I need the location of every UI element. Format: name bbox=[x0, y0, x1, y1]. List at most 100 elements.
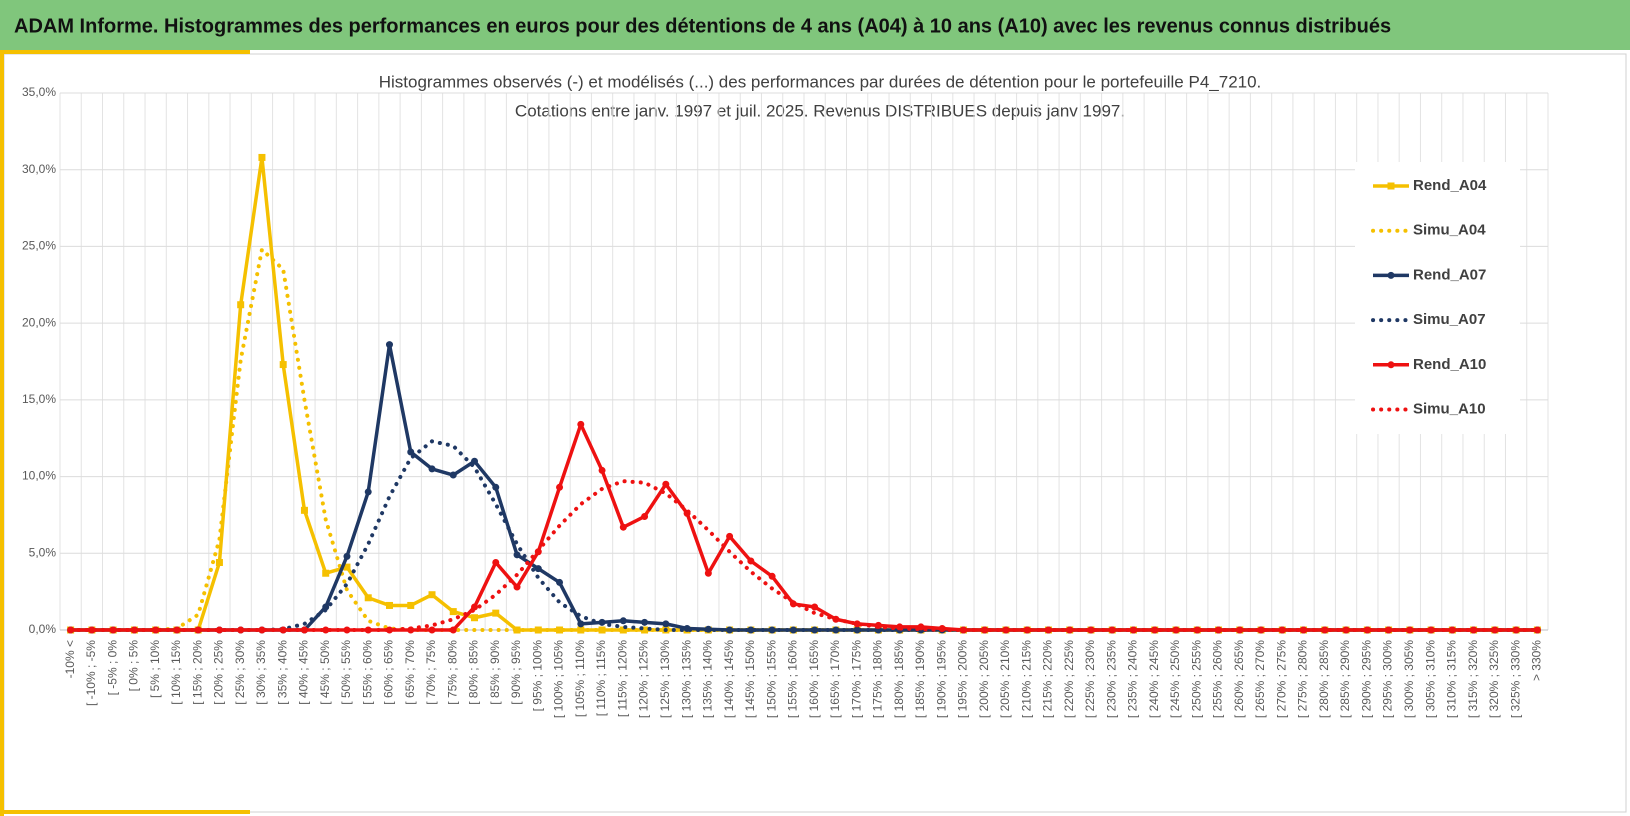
point bbox=[662, 620, 670, 628]
y-tick-label: 15,0% bbox=[22, 392, 56, 406]
point bbox=[1427, 626, 1435, 634]
legend-marker bbox=[1387, 182, 1395, 190]
point bbox=[747, 557, 755, 565]
legend-label: Rend_A04 bbox=[1413, 177, 1487, 194]
point bbox=[428, 465, 436, 473]
point bbox=[385, 341, 393, 349]
point bbox=[492, 558, 500, 566]
x-tick-label: [ 70% ; 75% bbox=[424, 640, 438, 705]
point bbox=[385, 601, 393, 609]
point bbox=[577, 620, 585, 628]
point bbox=[662, 480, 670, 488]
point bbox=[768, 572, 776, 580]
x-tick-label: [ 15% ; 20% bbox=[190, 640, 204, 705]
point bbox=[1193, 626, 1201, 634]
point bbox=[641, 618, 649, 626]
point bbox=[556, 483, 564, 491]
x-tick-label: [ 325% ; 330% bbox=[1508, 640, 1522, 718]
point bbox=[1363, 626, 1371, 634]
point bbox=[237, 301, 245, 309]
x-tick-label: [ 20% ; 25% bbox=[212, 640, 226, 705]
point bbox=[449, 626, 457, 634]
x-tick-label: [ 0% ; 5% bbox=[127, 640, 141, 692]
series-line bbox=[68, 479, 1540, 632]
legend-label: Simu_A07 bbox=[1413, 311, 1486, 328]
point bbox=[258, 153, 266, 161]
y-tick-label: 5,0% bbox=[29, 545, 57, 559]
x-tick-label: [ 230% ; 235% bbox=[1104, 640, 1118, 718]
x-tick-label: [ 310% ; 315% bbox=[1445, 640, 1459, 718]
point bbox=[343, 552, 351, 560]
x-tick-label: [ 280% ; 285% bbox=[1317, 640, 1331, 718]
point bbox=[513, 583, 521, 591]
point bbox=[1257, 626, 1265, 634]
chart-subtitle: Cotations entre janv. 1997 et juil. 2025… bbox=[515, 101, 1125, 120]
y-tick-label: 25,0% bbox=[22, 239, 56, 253]
legend-label: Rend_A10 bbox=[1413, 356, 1486, 373]
header-title: ADAM Informe. Histogrammes des performan… bbox=[14, 15, 1391, 37]
x-tick-label: [ 100% ; 105% bbox=[552, 640, 566, 718]
legend-label: Simu_A10 bbox=[1413, 400, 1486, 417]
series-line bbox=[68, 439, 1540, 632]
point bbox=[1087, 626, 1095, 634]
x-tick-label: [ 300% ; 305% bbox=[1402, 640, 1416, 718]
point bbox=[215, 558, 223, 566]
x-tick-label: [ 140% ; 145% bbox=[722, 640, 736, 718]
point bbox=[449, 471, 457, 479]
point bbox=[428, 591, 436, 599]
legend-label: Simu_A04 bbox=[1413, 222, 1486, 239]
x-tick-label: [ 215% ; 220% bbox=[1041, 640, 1055, 718]
x-tick-label: [ 160% ; 165% bbox=[807, 640, 821, 718]
x-tick-label: [ 120% ; 125% bbox=[637, 640, 651, 718]
chart-title: Histogrammes observés (-) et modélisés (… bbox=[379, 72, 1262, 91]
point bbox=[1023, 626, 1031, 634]
point bbox=[152, 626, 160, 634]
x-tick-label: [ 110% ; 115% bbox=[594, 640, 608, 717]
point bbox=[300, 506, 308, 514]
x-tick-label: [ 175% ; 180% bbox=[871, 640, 885, 718]
point bbox=[811, 603, 819, 611]
x-tick-label: [ 200% ; 205% bbox=[977, 640, 991, 718]
x-tick-label: [ 55% ; 60% bbox=[360, 640, 374, 705]
legend-box bbox=[1355, 162, 1520, 434]
x-tick-label: [ -5% ; 0% bbox=[105, 640, 119, 696]
point bbox=[619, 617, 627, 625]
x-tick-label: [ 80% ; 85% bbox=[467, 640, 481, 705]
accent bbox=[0, 50, 250, 54]
x-tick-label: [ 125% ; 130% bbox=[658, 640, 672, 718]
x-tick-label: [ 65% ; 70% bbox=[403, 640, 417, 705]
point bbox=[577, 420, 585, 428]
point bbox=[556, 626, 564, 634]
point bbox=[407, 448, 415, 456]
point bbox=[726, 532, 734, 540]
legend-label: Rend_A07 bbox=[1413, 266, 1486, 283]
x-tick-label: [ 60% ; 65% bbox=[382, 640, 396, 705]
x-tick-label: [ -10% ; -5% bbox=[84, 640, 98, 706]
point bbox=[471, 603, 479, 611]
point bbox=[322, 569, 330, 577]
x-tick-label: > 330% bbox=[1530, 640, 1544, 681]
point bbox=[407, 601, 415, 609]
x-tick-label: [ 45% ; 50% bbox=[318, 640, 332, 705]
x-tick-label: [ 290% ; 295% bbox=[1359, 640, 1373, 718]
point bbox=[471, 614, 479, 622]
x-tick-label: [ 130% ; 135% bbox=[679, 640, 693, 718]
point bbox=[449, 608, 457, 616]
x-tick-label: [ 50% ; 55% bbox=[339, 640, 353, 705]
accent bbox=[0, 810, 250, 814]
x-tick-label: [ 235% ; 240% bbox=[1126, 640, 1140, 718]
header-bar bbox=[0, 0, 1630, 50]
point bbox=[598, 466, 606, 474]
point bbox=[215, 626, 223, 634]
point bbox=[513, 551, 521, 559]
point bbox=[428, 626, 436, 634]
x-tick-label: [ 295% ; 300% bbox=[1381, 640, 1395, 718]
point bbox=[258, 626, 266, 634]
x-tick-label: [ 10% ; 15% bbox=[169, 640, 183, 705]
y-tick-label: 30,0% bbox=[22, 162, 56, 176]
x-tick-label: [ 275% ; 280% bbox=[1296, 640, 1310, 718]
point bbox=[364, 488, 372, 496]
point bbox=[279, 361, 287, 369]
point bbox=[853, 626, 861, 634]
